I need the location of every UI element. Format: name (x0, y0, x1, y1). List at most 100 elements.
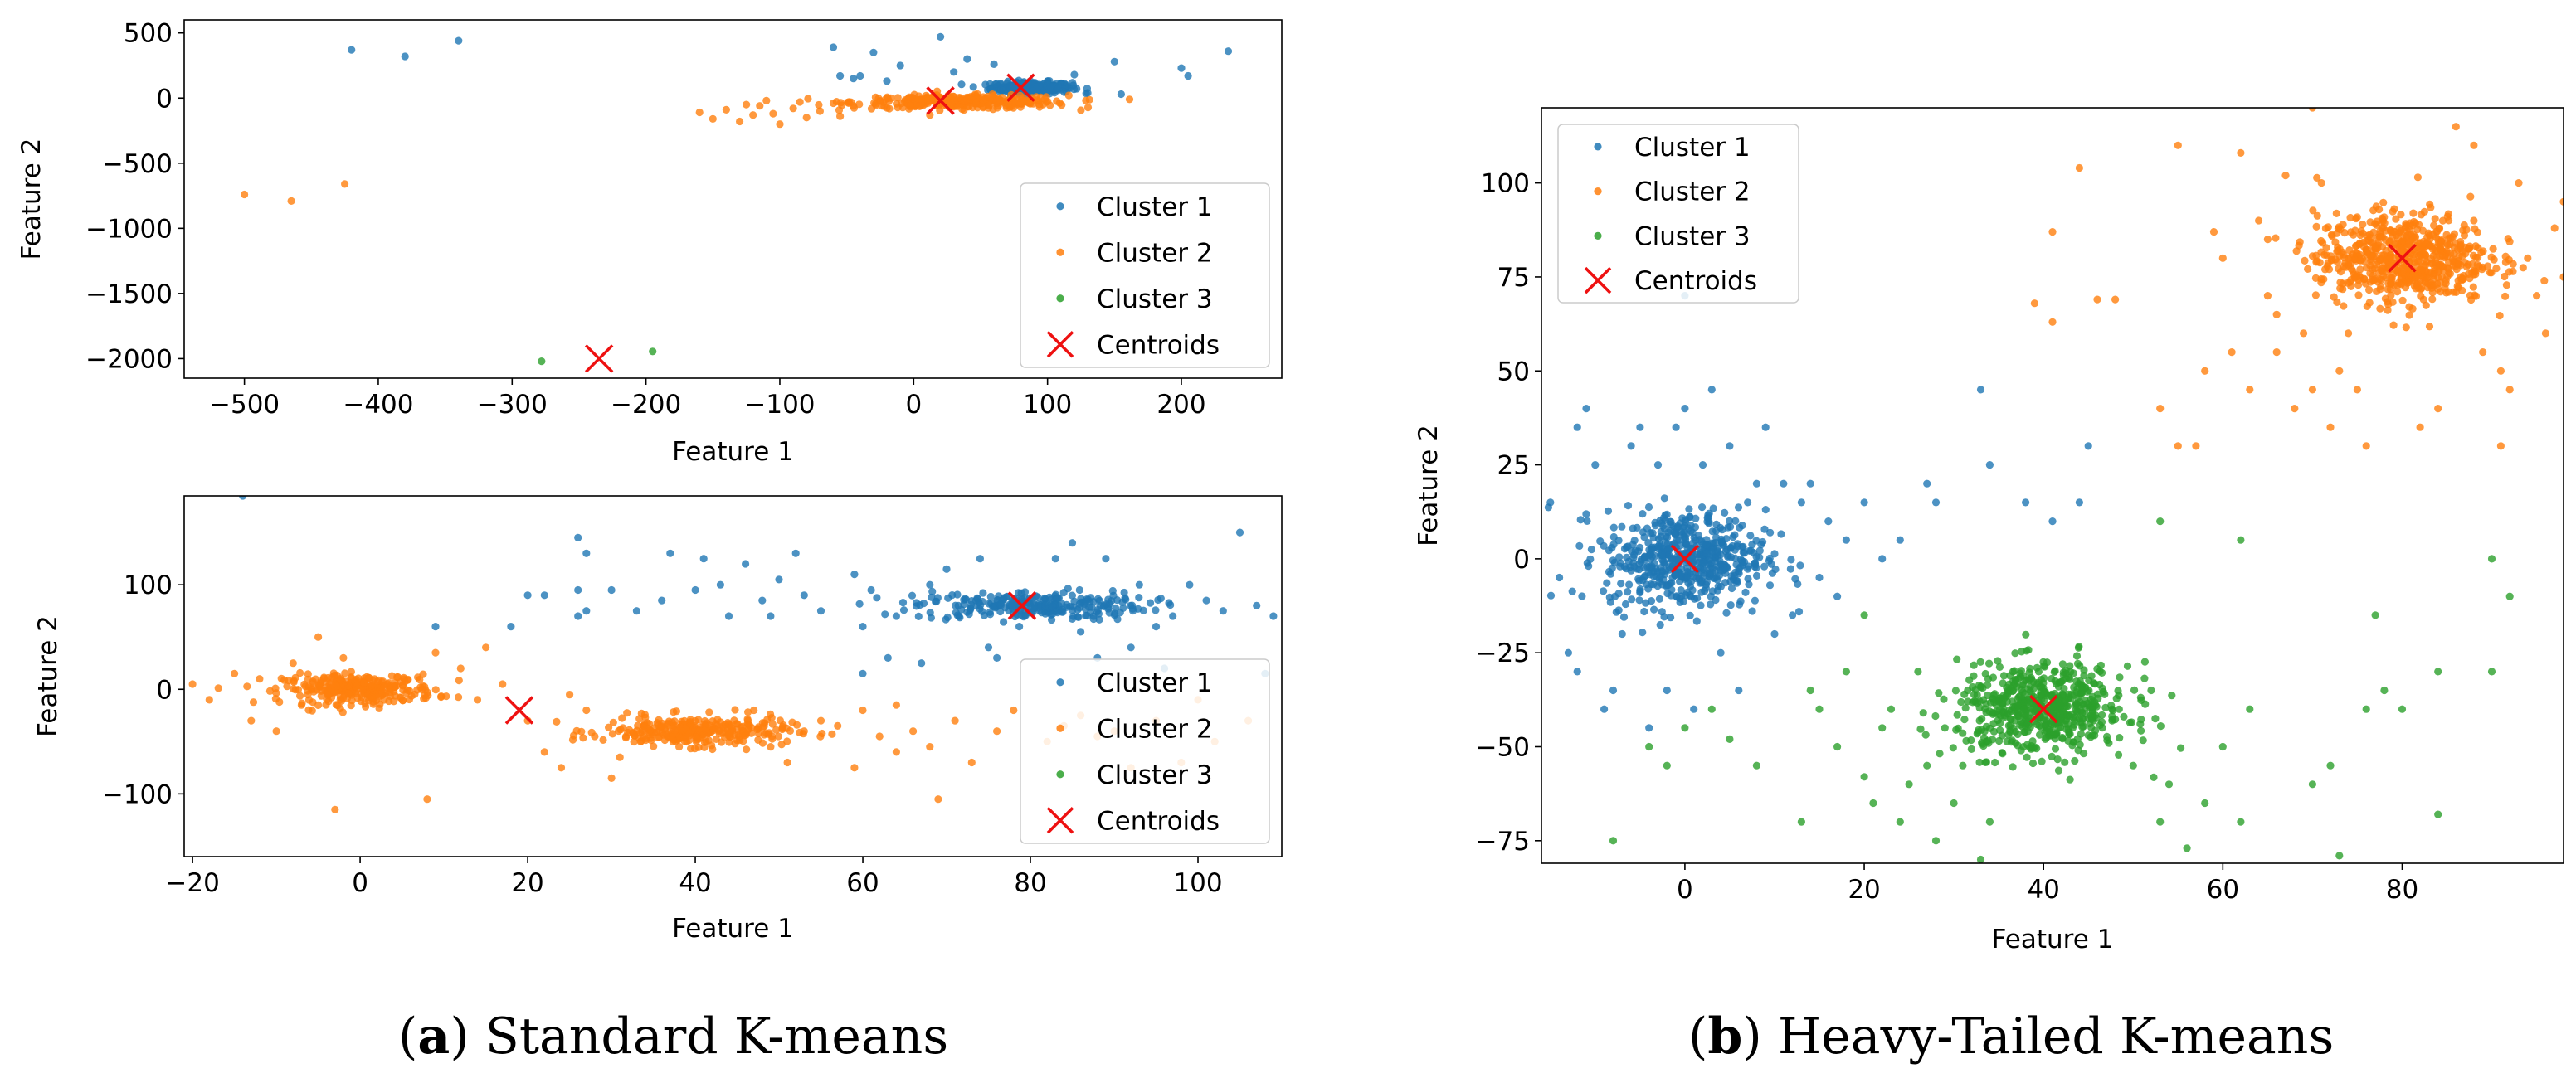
data-point (1981, 669, 1989, 678)
data-point (2437, 236, 2447, 245)
data-point (1068, 539, 1077, 547)
data-point (694, 716, 703, 724)
data-point (979, 96, 987, 104)
legend-label: Cluster 1 (1097, 192, 1213, 222)
data-point (2413, 173, 2422, 182)
data-point (731, 740, 739, 748)
data-point (942, 565, 951, 573)
data-point (894, 94, 902, 102)
data-point (2174, 141, 2182, 149)
data-point (869, 48, 878, 56)
data-point (1777, 530, 1785, 538)
data-point (859, 669, 867, 677)
x-tick-label: 80 (2386, 875, 2418, 905)
data-point (572, 726, 581, 735)
data-point (380, 682, 388, 691)
data-point (1718, 526, 1726, 534)
data-point (2013, 682, 2021, 691)
data-point (1673, 536, 1682, 544)
data-point (1657, 532, 1665, 541)
data-point (2501, 258, 2510, 266)
data-point (1950, 799, 1958, 808)
data-point (658, 596, 666, 605)
data-point (2123, 662, 2132, 670)
data-point (1923, 761, 1931, 770)
data-point (1636, 587, 1644, 595)
data-point (815, 100, 823, 109)
data-point (855, 100, 864, 109)
data-point (1671, 530, 1679, 538)
data-point (884, 653, 892, 663)
data-point (1931, 837, 1941, 845)
data-point (686, 716, 694, 724)
legend-label: Centroids (1097, 330, 1220, 360)
data-point (867, 585, 875, 595)
data-point (2058, 660, 2067, 668)
data-point (1964, 686, 1972, 695)
data-point (2471, 225, 2479, 233)
data-point (1020, 613, 1028, 621)
data-point (2469, 283, 2477, 291)
data-point (1628, 547, 1636, 556)
data-point (1755, 546, 1764, 555)
data-point (1985, 707, 1994, 716)
data-point (2004, 731, 2013, 739)
legend-marker-cluster2 (1056, 724, 1064, 732)
data-point (675, 742, 684, 751)
data-point (1610, 592, 1619, 600)
data-point (2375, 206, 2384, 214)
data-point (1654, 542, 1663, 551)
data-point (760, 731, 768, 739)
data-point (2468, 260, 2476, 268)
data-point (1609, 532, 1618, 542)
data-point (731, 706, 739, 714)
data-point (2069, 669, 2077, 677)
data-point (1627, 442, 1635, 450)
data-point (1726, 735, 1734, 744)
data-point (1697, 588, 1706, 596)
data-point (366, 678, 374, 687)
data-point (2368, 265, 2377, 274)
data-point (2237, 818, 2245, 826)
data-point (2455, 260, 2463, 269)
data-point (883, 77, 891, 85)
data-point (2075, 163, 2083, 172)
data-point (1685, 505, 1693, 513)
data-point (1184, 71, 1192, 80)
data-point (1660, 613, 1668, 621)
data-point (2263, 292, 2272, 300)
data-point (2038, 757, 2046, 765)
data-point (1064, 91, 1073, 100)
data-point (1070, 70, 1079, 79)
caption-b: (b) Heavy-Tailed K-means (1688, 1008, 2335, 1066)
data-point (399, 686, 407, 694)
data-point (2105, 739, 2113, 747)
data-point (1760, 562, 1769, 571)
data-point (1636, 423, 1644, 431)
x-tick-label: 20 (511, 868, 543, 898)
data-point (2425, 323, 2434, 331)
data-point (2524, 254, 2532, 262)
data-point (280, 676, 289, 684)
data-point (2371, 274, 2379, 283)
data-point (2237, 536, 2245, 544)
data-point (2116, 673, 2124, 682)
data-point (2483, 262, 2492, 270)
data-point (265, 687, 274, 696)
data-point (1673, 523, 1682, 532)
data-point (2487, 555, 2496, 563)
data-point (2467, 295, 2476, 304)
data-point (1687, 593, 1696, 601)
data-point (985, 600, 993, 608)
data-point (2489, 245, 2497, 253)
centroids (584, 73, 1035, 373)
data-point (2140, 674, 2149, 682)
data-point (1603, 579, 1611, 587)
data-point (926, 743, 934, 751)
data-point (2272, 310, 2281, 318)
data-point (928, 587, 937, 596)
data-point (1651, 522, 1659, 530)
data-point (1712, 527, 1721, 535)
data-point (788, 718, 796, 726)
data-point (416, 675, 424, 684)
